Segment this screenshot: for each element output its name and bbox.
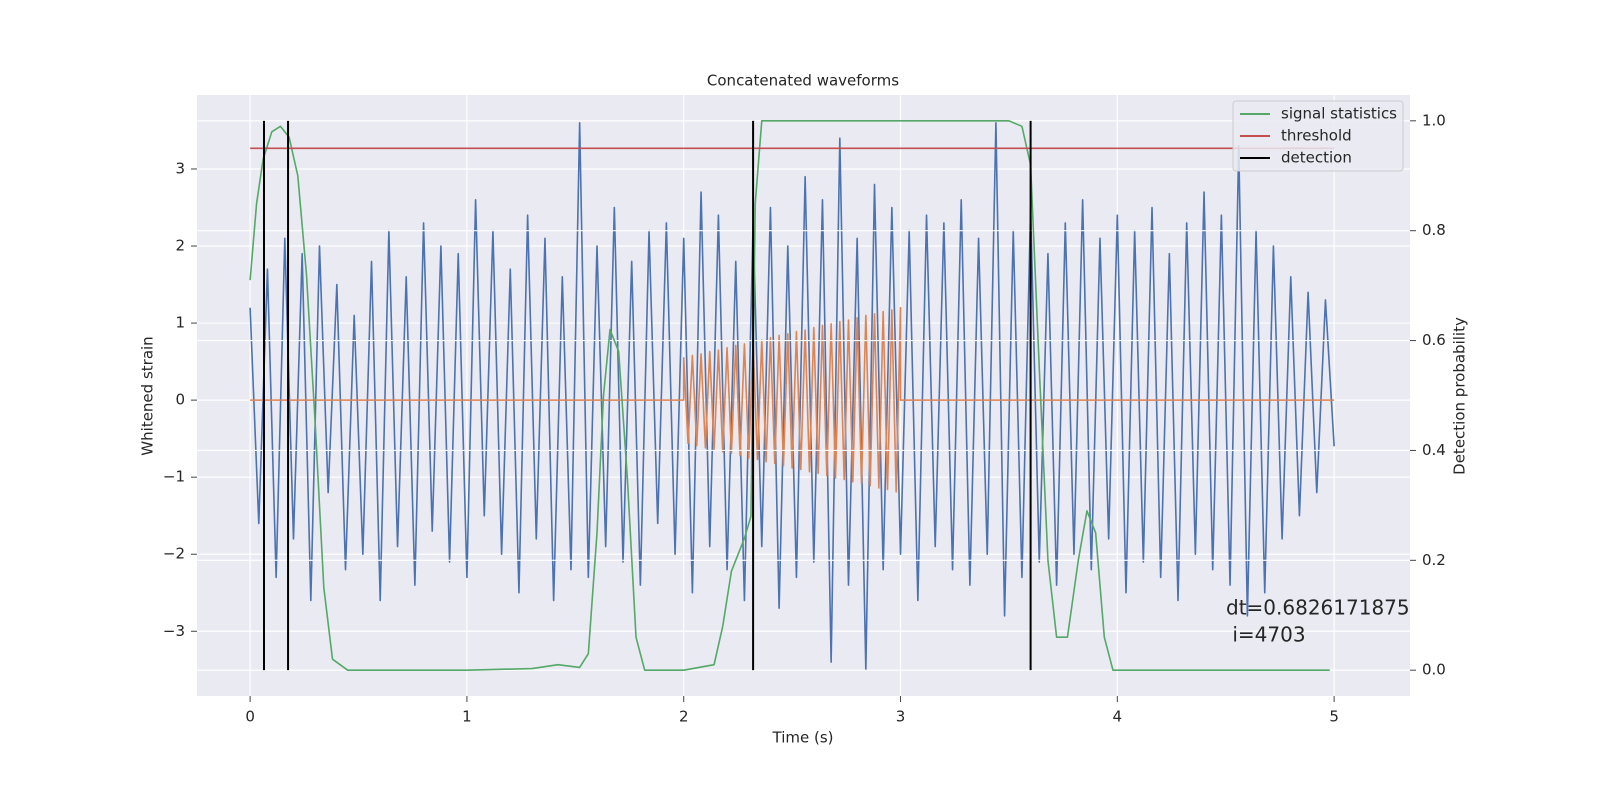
over-layer [197, 120, 1410, 671]
legend: signal statistics threshold detection [1232, 100, 1404, 172]
x-tick-label: 3 [896, 708, 906, 726]
y-tick-label: 2 [175, 237, 185, 255]
legend-box [1232, 100, 1404, 172]
x-tick-label: 5 [1329, 708, 1339, 726]
series-line [250, 306, 1335, 493]
y-tick-label: −2 [163, 545, 185, 563]
y2-tick-label: 0.0 [1422, 661, 1446, 679]
y-tick-label: 3 [175, 159, 185, 177]
y2-tick-label: 0.2 [1422, 551, 1446, 569]
y-tick-label: 0 [175, 391, 185, 409]
x-tick-label: 1 [462, 708, 472, 726]
y2-tick-label: 0.6 [1422, 331, 1446, 349]
y-axis-label: Whitened strain [139, 336, 157, 455]
y2-axis-label: Detection probability [1451, 317, 1469, 475]
legend-label: detection [1281, 149, 1352, 167]
y2-tick-label: 1.0 [1422, 111, 1446, 129]
y-tick-label: −1 [163, 468, 185, 486]
annotation: dt=0.6826171875 [1226, 596, 1410, 620]
legend-label: threshold [1281, 127, 1352, 145]
legend-label: signal statistics [1281, 105, 1397, 123]
x-tick-label: 2 [679, 708, 689, 726]
y2-tick-label: 0.4 [1422, 441, 1446, 459]
series-line [249, 121, 1335, 671]
x-axis-label: Time (s) [772, 729, 834, 747]
y-tick-label: 1 [175, 314, 185, 332]
x-tick-label: 4 [1113, 708, 1123, 726]
y-tick-label: −3 [163, 622, 185, 640]
x-tick-label: 0 [245, 708, 255, 726]
chart-title: Concatenated waveforms [707, 72, 899, 90]
under-layer [197, 95, 1410, 696]
series-line [249, 120, 1330, 671]
annotation: i=4703 [1226, 623, 1306, 647]
y2-tick-label: 0.8 [1422, 221, 1446, 239]
